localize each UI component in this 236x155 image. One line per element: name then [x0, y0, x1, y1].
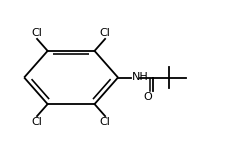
Text: Cl: Cl: [32, 28, 42, 38]
Text: Cl: Cl: [100, 117, 110, 127]
Text: Cl: Cl: [32, 117, 42, 127]
Text: NH: NH: [132, 72, 148, 82]
Text: Cl: Cl: [100, 28, 110, 38]
Text: O: O: [143, 92, 152, 102]
